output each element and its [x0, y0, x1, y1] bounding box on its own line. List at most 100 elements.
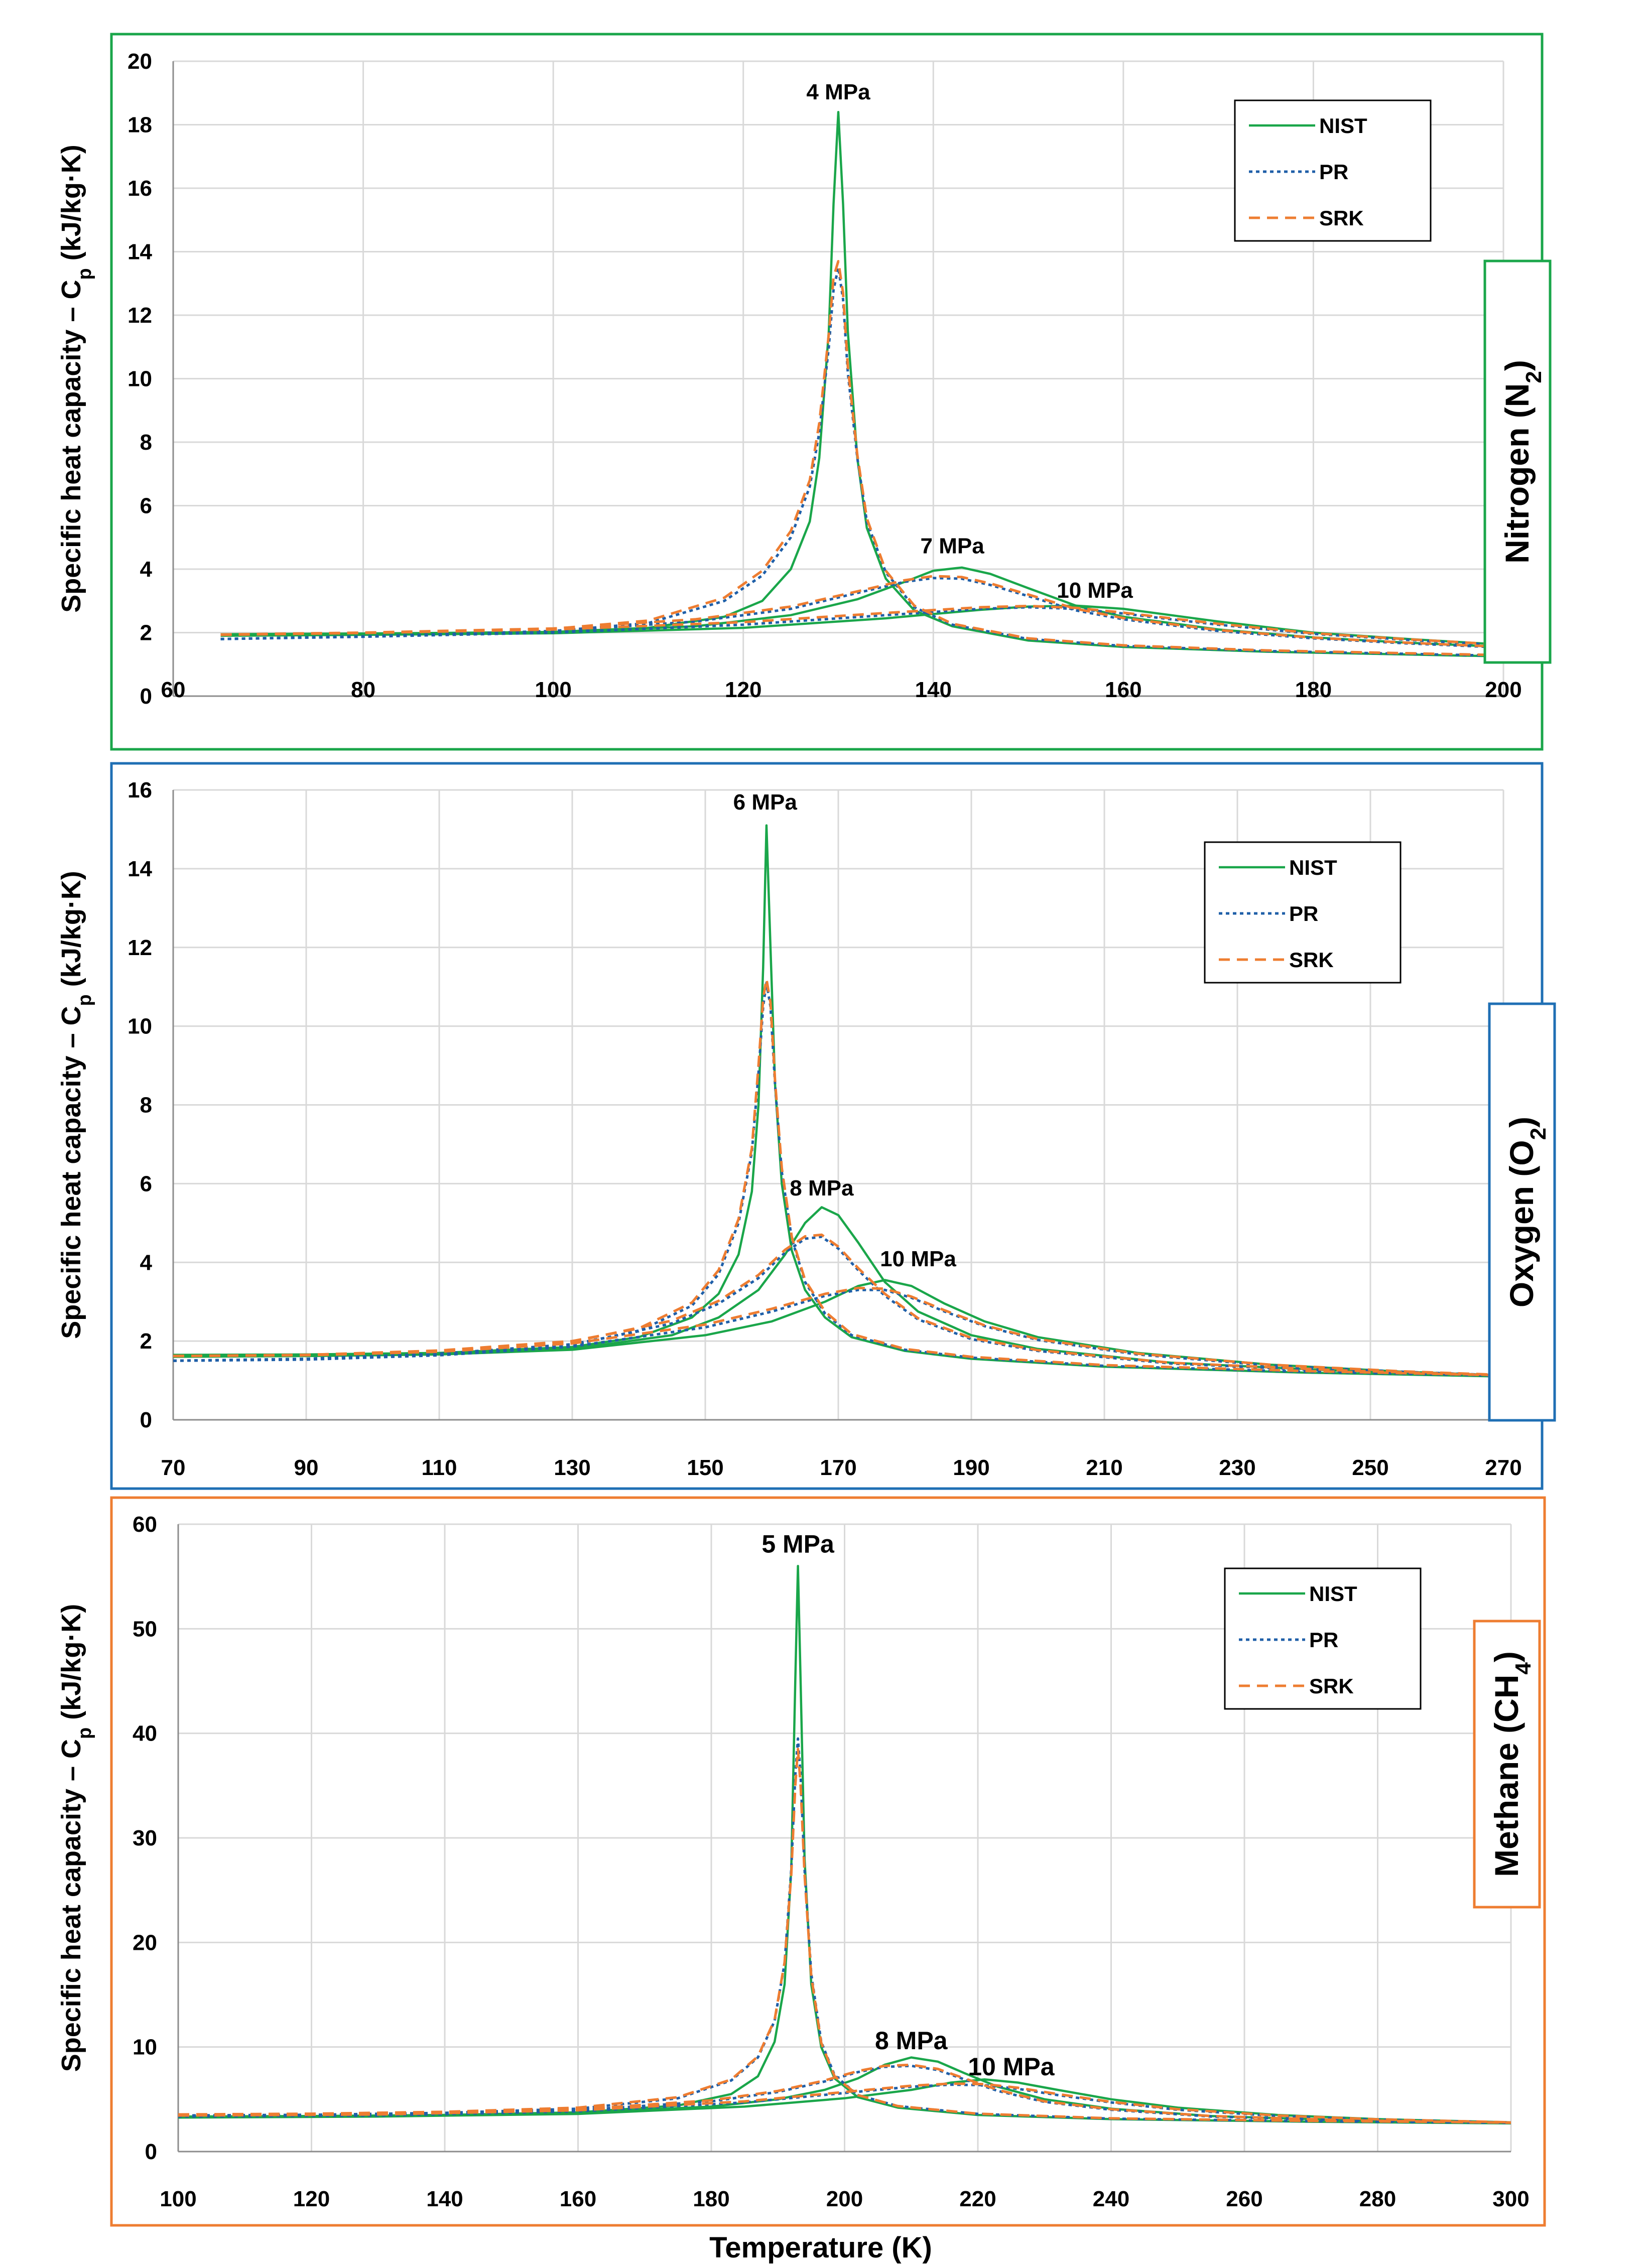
x-tick-label: 140 [426, 2187, 463, 2211]
y-tick-label: 20 [133, 1930, 157, 1955]
y-tick-label: 20 [128, 49, 152, 74]
y-tick-label: 30 [133, 1826, 157, 1850]
x-tick-label: 280 [1359, 2187, 1396, 2211]
series-group [220, 110, 1503, 658]
gas-label: Methane (CH4) [1488, 1651, 1536, 1877]
series-line-nist-10mpa [220, 604, 1503, 646]
pressure-annotation: 8 MPa [790, 1176, 854, 1200]
chart-panel-2: 100 120 140 160 180 200 220 240 260 280 300 0 10 20 30… [56, 1496, 1546, 2227]
x-tick-label: 180 [1295, 678, 1332, 702]
series-line-srk-10mpa [220, 604, 1503, 646]
x-tick-label: 200 [826, 2187, 863, 2211]
series-line-pr-7mpa [220, 577, 1503, 649]
y-tick-label: 4 [140, 557, 153, 582]
x-tick-label: 230 [1219, 1455, 1255, 1480]
legend-label-srk: SRK [1319, 206, 1364, 230]
y-tick-label: 0 [140, 684, 152, 709]
x-tick-label: 210 [1086, 1455, 1122, 1480]
y-tick-label: 16 [128, 778, 152, 803]
x-tick-label: 140 [915, 678, 952, 702]
x-tick-label: 200 [1485, 678, 1521, 702]
series-line-srk-10mpa [178, 2082, 1511, 2124]
series-group [178, 1565, 1511, 2125]
y-tick-label: 60 [133, 1512, 157, 1537]
legend: NIST PR SRK [1224, 1567, 1422, 1710]
pressure-annotation: 5 MPa [761, 1530, 835, 1558]
legend-label-pr: PR [1319, 160, 1348, 184]
pressure-annotation: 10 MPa [880, 1247, 956, 1271]
x-tick-label: 160 [560, 2187, 596, 2211]
y-tick-label: 4 [140, 1250, 153, 1275]
gas-label: Oxygen (O2) [1503, 1117, 1551, 1307]
series-line-nist-10mpa [173, 1279, 1503, 1377]
y-tick-label: 8 [140, 430, 152, 455]
y-tick-label: 0 [145, 2140, 157, 2164]
legend-label-nist: NIST [1319, 114, 1367, 138]
series-line-srk-4mpa [220, 260, 1503, 656]
y-tick-label: 40 [133, 1721, 157, 1746]
x-axis-title: Temperature (K) [709, 2231, 932, 2264]
x-tick-label: 100 [535, 678, 571, 702]
y-tick-label: 16 [128, 176, 152, 201]
x-tick-label: 130 [554, 1455, 590, 1480]
gas-label-box [1473, 1620, 1541, 1909]
legend: NIST PR SRK [1204, 841, 1402, 984]
y-axis-title: Specific heat capacity – Cp (kJ/kg·K) [56, 1604, 95, 2072]
x-tick-label: 190 [953, 1455, 989, 1480]
x-tick-label: 90 [294, 1455, 319, 1480]
chart-panel-1: 70 90 110 130 150 170 190 210 230 250 270 0 2 4 6 8 10 12… [56, 762, 1556, 1490]
legend-label-srk: SRK [1289, 948, 1334, 972]
series-group [173, 824, 1503, 1378]
gas-label: Nitrogen (N2) [1498, 360, 1546, 564]
y-tick-label: 0 [140, 1408, 152, 1432]
legend-label-pr: PR [1309, 1628, 1338, 1652]
legend-label-srk: SRK [1309, 1674, 1354, 1698]
x-tick-label: 240 [1093, 2187, 1129, 2211]
x-tick-label: 160 [1105, 678, 1141, 702]
y-tick-label: 12 [128, 936, 152, 960]
panel-frame [110, 1496, 1546, 2227]
pressure-annotation: 6 MPa [733, 790, 798, 815]
y-tick-label: 10 [128, 367, 152, 391]
x-tick-label: 100 [160, 2187, 196, 2211]
y-tick-label: 8 [140, 1093, 152, 1118]
x-tick-label: 150 [687, 1455, 723, 1480]
x-tick-label: 250 [1352, 1455, 1388, 1480]
x-tick-label: 220 [959, 2187, 996, 2211]
y-tick-label: 10 [133, 2035, 157, 2060]
series-line-pr-10mpa [220, 606, 1503, 647]
x-tick-label: 60 [161, 678, 186, 702]
pressure-annotation: 10 MPa [1057, 578, 1133, 603]
x-tick-label: 300 [1492, 2187, 1529, 2211]
series-line-srk-5mpa [178, 1748, 1511, 2124]
y-tick-label: 6 [140, 494, 152, 518]
y-tick-label: 6 [140, 1171, 152, 1196]
x-tick-label: 170 [820, 1455, 856, 1480]
legend: NIST PR SRK [1234, 99, 1432, 242]
gas-label-box [1483, 259, 1552, 664]
panels: 60 80 100 120 140 160 180 20002468101214161820S… [56, 33, 1556, 2227]
series-line-pr-4mpa [220, 266, 1503, 657]
series-line-pr-5mpa [178, 1737, 1511, 2124]
series-line-srk-8mpa [178, 2063, 1511, 2124]
x-tick-label: 180 [693, 2187, 729, 2211]
y-axis-title: Specific heat capacity – Cp (kJ/kg·K) [56, 145, 95, 613]
series-line-srk-7mpa [220, 575, 1503, 648]
x-tick-label: 260 [1226, 2187, 1262, 2211]
gas-label-box [1488, 1002, 1556, 1422]
legend-label-nist: NIST [1289, 856, 1337, 879]
chart-panel-0: 60 80 100 120 140 160 180 200 0 2 4 6 8 10 12 14 16 18 20 S… [56, 33, 1552, 751]
x-tick-label: 270 [1485, 1455, 1521, 1480]
x-tick-label: 80 [351, 678, 375, 702]
y-tick-label: 2 [140, 621, 152, 645]
series-line-srk-8mpa [173, 1233, 1503, 1377]
series-line-nist-6mpa [173, 824, 1503, 1378]
x-tick-label: 110 [422, 1455, 457, 1480]
pressure-annotation: 10 MPa [968, 2053, 1055, 2081]
x-tick-label: 70 [161, 1455, 186, 1480]
y-tick-label: 2 [140, 1329, 152, 1354]
y-tick-label: 50 [133, 1617, 157, 1641]
y-tick-label: 10 [128, 1014, 152, 1039]
